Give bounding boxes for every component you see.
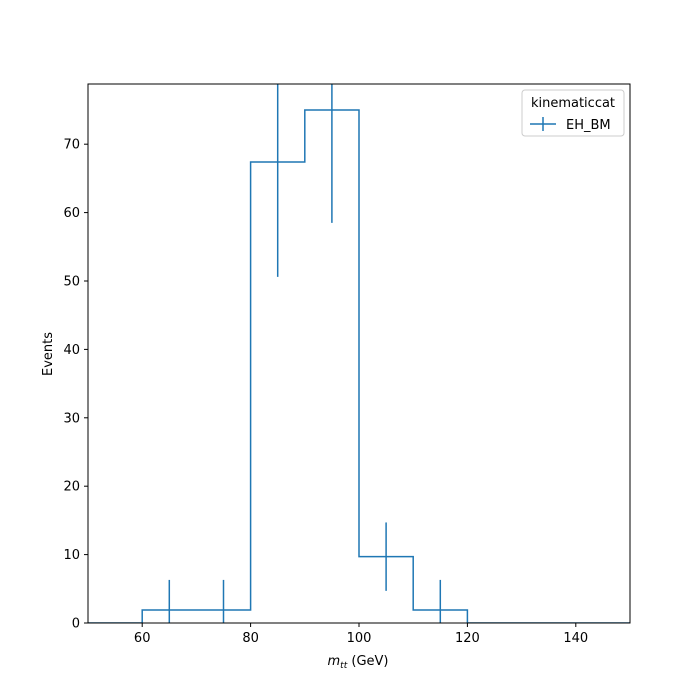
legend-title: kinematiccat <box>531 96 615 111</box>
y-tick-label: 10 <box>63 548 80 563</box>
x-tick-label: 80 <box>242 631 259 646</box>
y-tick-label: 70 <box>63 138 80 153</box>
y-tick-label: 40 <box>63 343 80 358</box>
x-axis-label-subscript: tt <box>340 661 348 671</box>
y-tick-label: 50 <box>63 274 80 289</box>
x-axis-label-unit: (GeV) <box>347 654 388 669</box>
axes: 60 80 100 120 140 0 10 20 30 40 50 60 70 <box>63 83 631 646</box>
plot-area <box>88 84 630 623</box>
y-tick-label: 20 <box>63 480 80 495</box>
y-tick-label: 0 <box>72 617 80 632</box>
x-tick-label: 60 <box>134 631 151 646</box>
legend-entry-label: EH_BM <box>566 118 611 133</box>
x-axis-label-main: m <box>328 654 341 669</box>
y-axis-label: Events <box>41 332 56 376</box>
y-tick-label: 60 <box>63 206 80 221</box>
x-tick-label: 120 <box>455 631 480 646</box>
x-axis-label: mtt (GeV) <box>328 654 389 671</box>
x-tick-label: 140 <box>563 631 588 646</box>
legend: kinematiccat EH_BM <box>521 89 625 137</box>
histogram-step-line <box>88 109 630 623</box>
y-tick-label: 30 <box>63 411 80 426</box>
plot-clip-group <box>88 84 630 623</box>
x-tick-label: 100 <box>347 631 372 646</box>
